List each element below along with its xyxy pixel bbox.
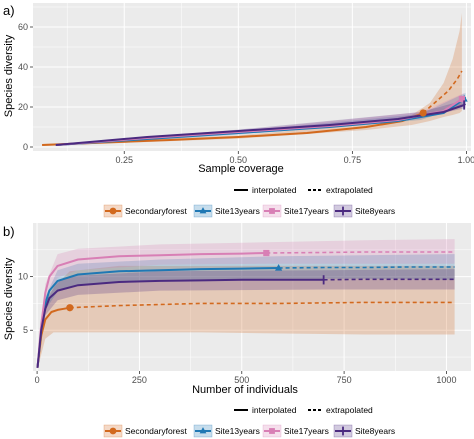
panel-a-observed-marker-site17years [458,95,465,103]
legend-a-secondaryforest-label: Secondaryforest [125,206,188,216]
legend-b-circle-icon-secondaryforest [109,427,117,435]
panel-b-band-site13years [37,254,455,369]
legend-a-circle-icon-secondaryforest [109,207,117,215]
panel-b-band-site8years [37,269,455,369]
legend-a-site13years: Site13years [193,204,260,218]
panel-a-markers [419,94,468,117]
legend-a-site8years-label: Site8years [355,206,395,216]
panel-b-line-interpolated-site17years [36,252,267,368]
panel-b-observed-marker-site17years [263,249,270,257]
legend-b-triangle-icon-site13years [199,427,207,434]
legend-b-site8years-label: Site8years [355,426,395,436]
legend-a-site17years: Site17years [262,204,329,218]
legend-b-extrapolated-label: extrapolated [326,405,373,415]
panel-a-line-interpolated-site8years [55,104,465,146]
panel-b-xtick-label-1: 250 [132,375,147,385]
legend-b-interpolated-label: interpolated [252,405,297,415]
panel-b-xtick-label-4: 1000 [436,375,456,385]
panel-b: b) Species diversity Number of individua… [3,223,471,396]
panel-a-xtick-label-2: 0.75 [344,155,362,165]
panel-a-observed-marker-site8years [463,100,466,110]
panel-a-ytick-label-2: 40 [18,62,28,72]
panel-b-xtick-label-3: 750 [337,375,352,385]
panel-b-ticks: 0 250 500 750 1000 5 10 [18,272,456,385]
panel-a-letter: a) [3,3,15,18]
panel-b-line-extrapolated-site17years [266,251,455,254]
panel-b-xtick-label-0: 0 [35,375,40,385]
panel-a-observed-marker-secondaryforest [419,109,427,117]
legend-a-bar-icon-site8years [342,206,344,216]
panel-b-line-extrapolated-site8years [323,278,455,281]
panel-b-line-extrapolated-site13years [278,266,455,269]
legend-a-extrapolated-label: extrapolated [326,185,373,195]
legend-a-site8years: Site8years [333,204,395,218]
panel-b-legend: interpolated extrapolated Secondaryfores… [103,405,395,438]
panel-b-bands [37,239,455,369]
panel-a-xtick-label-0: 0.25 [115,155,133,165]
panel-a: a) Species diversity Sample coverage 0.2… [3,3,474,175]
legend-b-site17years: Site17years [262,424,329,438]
legend-a-triangle-icon-site13years [199,207,207,214]
panel-a-ylabel: Species diversity [3,34,15,117]
legend-a-interpolated-label: interpolated [252,185,297,195]
panel-a-xtick-label-3: 1.00 [458,155,474,165]
panel-a-xlabel: Sample coverage [198,163,284,175]
panel-b-observed-marker-site8years [322,275,325,285]
panel-b-ytick-label-0: 5 [23,325,28,335]
panel-a-xtick-label-1: 0.50 [230,155,248,165]
panel-b-grid [33,223,471,371]
legend-b-secondaryforest-label: Secondaryforest [125,426,188,436]
panel-b-background [33,223,471,371]
legend-a-site13years-label: Site13years [215,206,260,216]
panel-b-markers [66,249,325,312]
panel-a-background [33,3,471,151]
panel-a-lines [42,70,467,146]
panel-a-ytick-label-0: 0 [23,142,28,152]
legend-b-site13years-label: Site13years [215,426,260,436]
panel-b-xtick-label-2: 500 [234,375,249,385]
legend-b-square-icon-site17years [269,428,275,434]
panel-a-ticks: 0.25 0.50 0.75 1.00 0 20 40 60 [18,22,474,165]
panel-b-line-interpolated-site8years [36,278,324,368]
panel-a-line-extrapolated-secondaryforest [422,70,463,114]
legend-b-secondaryforest: Secondaryforest [103,424,188,438]
legend-a-square-icon-site17years [269,208,275,214]
panel-b-observed-marker-site13years [275,263,283,271]
panel-b-band-secondaryforest [37,265,455,369]
panel-a-legend: interpolated extrapolated Secondaryfores… [103,185,395,218]
legend-a-secondaryforest: Secondaryforest [103,204,188,218]
legend-b-bar-icon-site8years [342,426,344,436]
panel-a-ytick-label-3: 60 [18,22,28,32]
panel-b-lines [36,251,455,368]
panel-b-ytick-label-1: 10 [18,272,28,282]
panel-b-observed-marker-secondaryforest [66,304,74,312]
legend-b-site17years-label: Site17years [284,426,329,436]
panel-b-xlabel: Number of individuals [192,384,298,396]
panel-b-line-extrapolated-secondaryforest [69,301,455,309]
panel-b-band-site17years [37,239,455,369]
panel-b-ylabel: Species diversity [3,257,15,340]
legend-a-site17years-label: Site17years [284,206,329,216]
panel-b-letter: b) [3,224,15,239]
panel-a-ytick-label-1: 20 [18,102,28,112]
panel-a-grid [33,3,471,151]
legend-b-site8years: Site8years [333,424,395,438]
legend-b-site13years: Site13years [193,424,260,438]
